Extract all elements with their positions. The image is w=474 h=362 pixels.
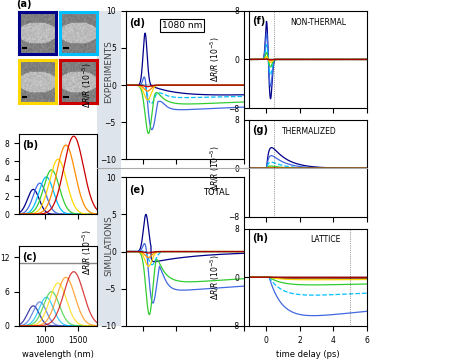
Text: (b): (b) [22,140,38,150]
Y-axis label: $\Delta R/R\ (10^{-5})$: $\Delta R/R\ (10^{-5})$ [209,37,222,83]
Text: EXPERIMENTS: EXPERIMENTS [105,40,113,103]
Text: SIMULATIONS: SIMULATIONS [105,215,113,276]
Y-axis label: $\Delta R/R\ (10^{-5})$: $\Delta R/R\ (10^{-5})$ [81,62,94,108]
Text: (a): (a) [17,0,32,9]
Text: (g): (g) [252,125,268,135]
Text: (e): (e) [129,185,145,195]
Text: LATTICE: LATTICE [310,235,341,244]
Text: (d): (d) [129,18,145,28]
Y-axis label: $\Delta R/R\ (10^{-5})$: $\Delta R/R\ (10^{-5})$ [209,254,222,300]
Text: THERMALIZED: THERMALIZED [282,127,337,135]
Text: (c): (c) [22,252,37,262]
Legend: 160, 190, 220, 250, 280, 310, 340: 160, 190, 220, 250, 280, 310, 340 [250,12,290,105]
Text: 1080 nm: 1080 nm [162,21,203,30]
Text: (f): (f) [252,16,265,26]
Y-axis label: $\Delta R/R\ (10^{-5})$: $\Delta R/R\ (10^{-5})$ [209,146,222,191]
X-axis label: wavelength (nm): wavelength (nm) [22,350,94,359]
Text: (h): (h) [252,233,268,244]
X-axis label: time delay (ps): time delay (ps) [276,350,340,359]
Text: TOTAL: TOTAL [202,188,229,197]
Y-axis label: $\Delta R/R\ (10^{-5})$: $\Delta R/R\ (10^{-5})$ [81,228,94,274]
Text: NON-THERMAL: NON-THERMAL [290,18,346,27]
